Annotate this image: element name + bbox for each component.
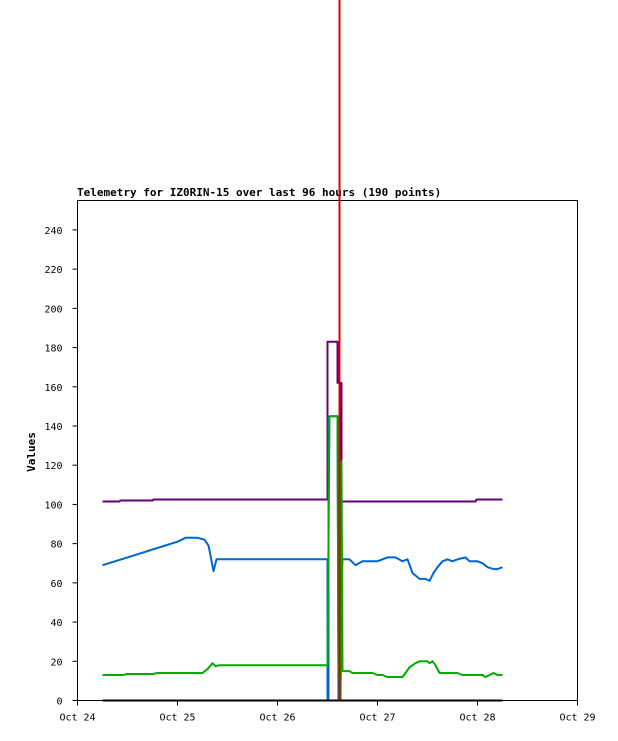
y-tick-label: 200 [44, 304, 62, 315]
y-tick-label: 180 [44, 344, 62, 355]
y-tick-label: 140 [44, 422, 62, 433]
y-tick-label: 240 [44, 226, 62, 237]
y-tick-label: 120 [44, 461, 62, 472]
y-tick-label: 60 [50, 579, 62, 590]
y-axis-label: Values [25, 432, 38, 472]
y-axis: 0 20 40 60 80 100 120 140 160 180 200 220 240 [44, 226, 78, 708]
y-tick-label: 160 [44, 383, 62, 394]
y-tick-label: 40 [50, 618, 62, 629]
series-line-3 [102, 415, 503, 702]
chart-title: Telemetry for IZ0RIN-15 over last 96 hou… [77, 186, 441, 199]
x-tick-label: Oct 24 [59, 713, 95, 724]
y-tick-label: 100 [44, 500, 62, 511]
y-tick-label: 220 [44, 265, 62, 276]
x-tick-label: Oct 27 [359, 713, 395, 724]
y-tick-label: 80 [50, 540, 62, 551]
x-tick-label: Oct 29 [559, 713, 595, 724]
y-tick-label: 0 [56, 697, 62, 708]
x-tick-label: Oct 25 [159, 713, 195, 724]
x-axis: Oct 24 Oct 25 Oct 26 Oct 27 Oct 28 Oct 29 [59, 700, 596, 724]
series-line-2 [102, 415, 503, 702]
x-tick-label: Oct 28 [459, 713, 495, 724]
series-layer [102, 340, 503, 702]
x-tick-label: Oct 26 [259, 713, 295, 724]
series-line-1 [102, 340, 503, 503]
y-tick-label: 20 [50, 657, 62, 668]
